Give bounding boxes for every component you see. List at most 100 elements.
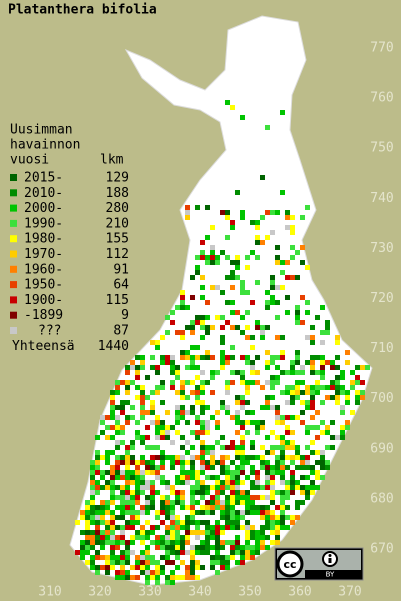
- observation-square: [240, 450, 245, 455]
- observation-square: [215, 420, 220, 425]
- observation-square: [340, 375, 345, 380]
- observation-square: [250, 455, 255, 460]
- observation-square: [250, 500, 255, 505]
- observation-square: [140, 490, 145, 495]
- observation-square: [225, 465, 230, 470]
- observation-square: [100, 505, 105, 510]
- observation-square: [180, 415, 185, 420]
- observation-square: [95, 485, 100, 490]
- observation-square: [295, 385, 300, 390]
- observation-square: [250, 465, 255, 470]
- map-title: Platanthera bifolia: [8, 3, 157, 18]
- observation-square: [210, 375, 215, 380]
- observation-square: [260, 505, 265, 510]
- observation-square: [315, 475, 320, 480]
- observation-square: [105, 540, 110, 545]
- observation-square: [185, 550, 190, 555]
- observation-square: [115, 575, 120, 580]
- observation-square: [265, 400, 270, 405]
- observation-square: [300, 365, 305, 370]
- observation-square: [120, 485, 125, 490]
- observation-square: [120, 380, 125, 385]
- observation-square: [105, 505, 110, 510]
- observation-square: [225, 385, 230, 390]
- observation-square: [100, 515, 105, 520]
- observation-square: [155, 535, 160, 540]
- observation-square: [355, 390, 360, 395]
- observation-square: [115, 390, 120, 395]
- observation-square: [140, 460, 145, 465]
- observation-square: [295, 480, 300, 485]
- observation-square: [220, 365, 225, 370]
- observation-square: [170, 500, 175, 505]
- observation-square: [270, 465, 275, 470]
- observation-square: [205, 255, 210, 260]
- observation-square: [165, 505, 170, 510]
- observation-square: [265, 505, 270, 510]
- observation-square: [130, 510, 135, 515]
- observation-square: [120, 550, 125, 555]
- observation-square: [270, 470, 275, 475]
- observation-square: [185, 420, 190, 425]
- observation-square: [130, 525, 135, 530]
- observation-square: [125, 475, 130, 480]
- observation-square: [130, 505, 135, 510]
- observation-square: [170, 510, 175, 515]
- observation-square: [170, 370, 175, 375]
- observation-square: [145, 395, 150, 400]
- observation-square: [240, 280, 245, 285]
- observation-square: [345, 360, 350, 365]
- observation-square: [310, 450, 315, 455]
- observation-square: [195, 565, 200, 570]
- observation-square: [175, 490, 180, 495]
- observation-square: [140, 560, 145, 565]
- observation-square: [240, 550, 245, 555]
- observation-square: [215, 410, 220, 415]
- observation-square: [315, 435, 320, 440]
- observation-square: [260, 515, 265, 520]
- observation-square: [285, 225, 290, 230]
- observation-square: [290, 385, 295, 390]
- observation-square: [145, 445, 150, 450]
- observation-square: [175, 545, 180, 550]
- observation-square: [205, 525, 210, 530]
- legend-label: 2010-: [24, 186, 63, 201]
- observation-square: [145, 555, 150, 560]
- observation-square: [180, 350, 185, 355]
- observation-square: [155, 385, 160, 390]
- observation-square: [225, 515, 230, 520]
- observation-square: [130, 535, 135, 540]
- observation-square: [275, 540, 280, 545]
- observation-square: [125, 550, 130, 555]
- observation-square: [150, 455, 155, 460]
- observation-square: [210, 565, 215, 570]
- observation-square: [325, 385, 330, 390]
- observation-square: [235, 455, 240, 460]
- observation-square: [150, 570, 155, 575]
- observation-square: [320, 460, 325, 465]
- observation-square: [215, 285, 220, 290]
- observation-square: [75, 520, 80, 525]
- observation-square: [270, 355, 275, 360]
- observation-square: [305, 300, 310, 305]
- observation-square: [100, 510, 105, 515]
- observation-square: [195, 510, 200, 515]
- observation-square: [170, 365, 175, 370]
- observation-square: [240, 500, 245, 505]
- observation-square: [115, 535, 120, 540]
- observation-square: [205, 315, 210, 320]
- observation-square: [150, 410, 155, 415]
- observation-square: [210, 325, 215, 330]
- observation-square: [290, 390, 295, 395]
- observation-square: [105, 570, 110, 575]
- observation-square: [115, 465, 120, 470]
- observation-square: [145, 505, 150, 510]
- observation-square: [325, 330, 330, 335]
- observation-square: [270, 445, 275, 450]
- observation-square: [245, 400, 250, 405]
- y-grid-label: 690: [370, 441, 393, 456]
- observation-square: [145, 560, 150, 565]
- observation-square: [200, 540, 205, 545]
- observation-square: [185, 440, 190, 445]
